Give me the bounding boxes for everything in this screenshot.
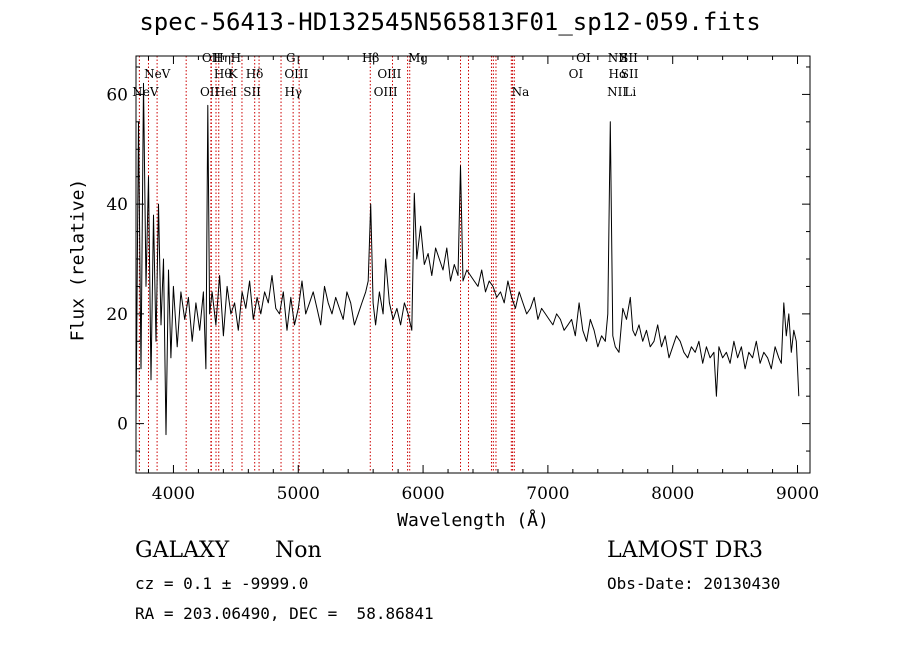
line-id-label: OIII	[284, 67, 308, 81]
line-id-label: Hδ	[246, 67, 264, 81]
y-tick-label: 20	[106, 305, 128, 325]
spectrum-series-line	[135, 82, 800, 436]
redshift-readout: cz = 0.1 ± -9999.0	[135, 574, 309, 593]
plot-frame	[135, 55, 811, 474]
line-id-label: K	[229, 67, 239, 81]
line-id-label: SII	[620, 51, 638, 65]
x-axis-label: Wavelength (Å)	[397, 510, 549, 531]
line-id-label: Hη	[213, 51, 231, 65]
line-id-label: OIII	[374, 85, 398, 99]
y-axis-label: Flux (relative)	[67, 178, 89, 342]
line-id-label: Mg	[408, 51, 428, 65]
series-group	[135, 82, 800, 436]
line-id-label: NII	[607, 85, 627, 99]
line-id-label: OII	[200, 85, 220, 99]
tick-group: 4000 5000 6000 7000 8000 9000 0 20 40 60	[106, 56, 819, 504]
y-tick-label: 60	[106, 85, 128, 105]
x-tick-label: 5000	[277, 484, 320, 504]
line-id-label: Hα	[608, 67, 627, 81]
object-subclass: Non	[275, 538, 322, 563]
x-tick-label: 9000	[776, 484, 819, 504]
line-id-label: OIII	[377, 67, 401, 81]
line-id-label: Li	[624, 85, 636, 99]
y-tick-label: 0	[117, 415, 128, 435]
line-id-label: OII	[202, 51, 222, 65]
x-tick-label: 8000	[651, 484, 694, 504]
line-id-label: NII	[608, 51, 628, 65]
line-id-label: H	[231, 51, 241, 65]
line-id-label: Hθ	[214, 67, 232, 81]
line-id-label: OI	[576, 51, 591, 65]
line-id-label: Hγ	[284, 85, 302, 99]
line-id-label: SII	[243, 85, 261, 99]
line-id-label: NeV	[132, 85, 159, 99]
x-tick-label: 7000	[526, 484, 569, 504]
line-id-label: OI	[569, 67, 584, 81]
chart-title: spec-56413-HD132545N565813F01_sp12-059.f…	[139, 8, 761, 36]
survey-name: LAMOST DR3	[607, 538, 763, 563]
y-tick-label: 40	[106, 195, 128, 215]
line-id-label: HeI	[215, 85, 238, 99]
x-tick-label: 6000	[401, 484, 444, 504]
line-id-label: Hβ	[362, 51, 379, 65]
line-id-label: G	[286, 51, 296, 65]
line-id-label: NeV	[144, 67, 171, 81]
coordinates-readout: RA = 203.06490, DEC = 58.86841	[135, 604, 434, 623]
line-markers	[138, 56, 515, 473]
object-class: GALAXY	[135, 538, 230, 563]
obs-date: Obs-Date: 20130430	[607, 574, 781, 593]
line-id-label: SII	[621, 67, 639, 81]
x-tick-label: 4000	[152, 484, 195, 504]
line-id-label: Na	[512, 85, 530, 99]
